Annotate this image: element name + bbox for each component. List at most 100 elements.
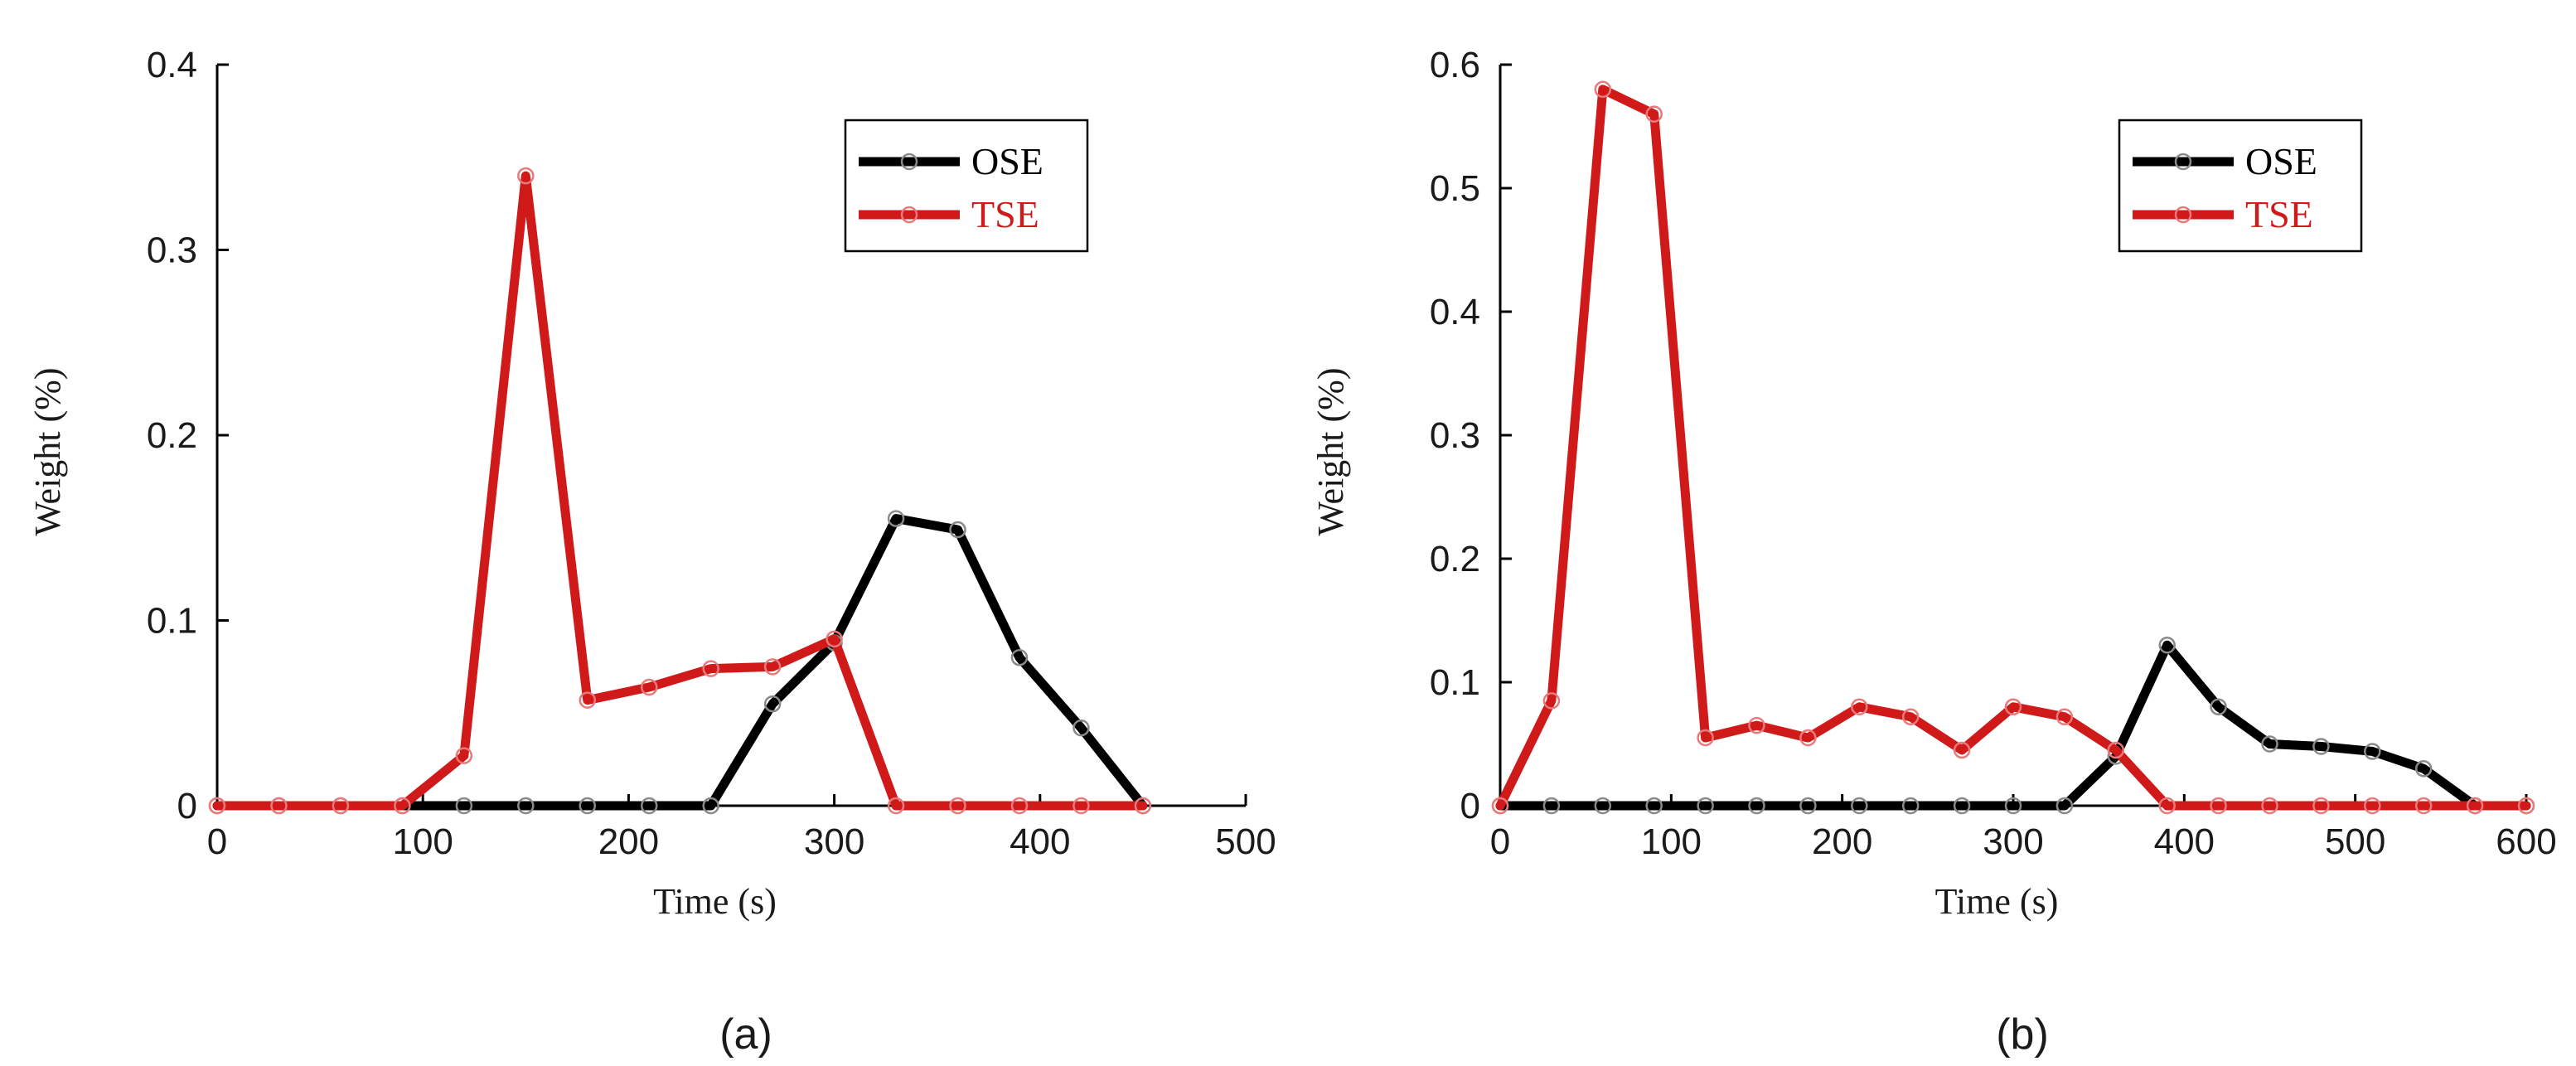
data-point-ose: [2004, 797, 2022, 815]
data-point-tse: [763, 658, 782, 676]
y-tick-label: 0.4: [147, 45, 197, 85]
legend-box: [844, 119, 1089, 253]
data-point-tse: [517, 167, 535, 185]
data-point-tse: [1542, 692, 1561, 710]
data-point-ose: [517, 797, 535, 815]
panel-label-b: (b): [1996, 1010, 2049, 1059]
data-point-tse: [2210, 797, 2227, 815]
x-tick-label: 400: [2154, 821, 2215, 862]
series-line-tse: [212, 171, 1148, 811]
data-point-ose: [1851, 797, 1868, 815]
x-tick-label: 100: [392, 821, 453, 862]
data-point-tse: [2466, 797, 2484, 815]
data-point-ose: [1645, 797, 1663, 815]
data-point-tse: [1134, 797, 1152, 815]
data-point-tse: [2517, 797, 2535, 815]
data-point-tse: [332, 797, 350, 815]
y-tick-label: 0.5: [1430, 168, 1480, 209]
data-point-ose: [2364, 743, 2381, 760]
panel-label-a: (a): [719, 1010, 772, 1059]
y-tick-label: 0.6: [1430, 45, 1480, 85]
data-point-ose: [1953, 797, 1971, 815]
data-point-tse: [270, 797, 288, 815]
data-point-tse: [887, 797, 905, 815]
data-point-tse: [2364, 797, 2381, 815]
data-point-tse: [1901, 708, 1920, 725]
x-tick-label: 200: [598, 821, 659, 862]
x-tick-label: 300: [804, 821, 864, 862]
data-point-ose: [455, 797, 473, 815]
data-point-ose: [1542, 797, 1561, 815]
legend-label-tse: TSE: [2245, 193, 2313, 235]
data-point-tse: [1953, 741, 1971, 759]
x-tick-label: 200: [1812, 821, 1872, 862]
data-point-ose: [2312, 738, 2330, 755]
data-point-ose: [1073, 719, 1090, 737]
data-point-tse: [208, 797, 226, 815]
legend: OSE TSE: [2118, 119, 2363, 253]
data-point-ose: [887, 510, 905, 527]
x-axis-title: Time (s): [1935, 881, 2059, 922]
data-point-tse: [1010, 797, 1029, 815]
data-point-ose: [1594, 797, 1612, 815]
x-tick-label: 500: [2325, 821, 2385, 862]
x-tick-label: 0: [207, 821, 227, 862]
y-tick-label: 0.4: [1430, 292, 1480, 332]
y-tick-label: 0.3: [1430, 415, 1480, 456]
y-tick-label: 0.2: [147, 415, 197, 456]
y-tick-label: 0.3: [147, 230, 197, 271]
data-point-tse: [702, 660, 719, 677]
chart-panel-a: 0 0.1 0.2 0.3 0.4 0 100 200 300 400 500 Time (s) Wei…: [27, 45, 1276, 1059]
data-point-ose: [2261, 735, 2278, 753]
data-point-ose: [1901, 797, 1920, 815]
data-point-ose: [1748, 797, 1765, 815]
data-point-ose: [949, 521, 966, 539]
data-point-ose: [702, 797, 719, 815]
x-tick-label: 400: [1010, 821, 1070, 862]
data-point-ose: [763, 695, 782, 713]
data-point-tse: [1491, 797, 1509, 815]
legend-marker: [900, 153, 918, 171]
data-point-ose: [2158, 637, 2176, 654]
y-tick-label: 0.1: [147, 601, 197, 642]
x-tick-label: 600: [2496, 821, 2556, 862]
data-point-ose: [2210, 698, 2227, 716]
y-axis-title: Weight (%): [1310, 368, 1351, 536]
data-point-ose: [1697, 797, 1714, 815]
y-axis-title: Weight (%): [27, 368, 68, 536]
x-tick-label: 0: [1490, 821, 1510, 862]
data-point-tse: [2312, 797, 2330, 815]
data-point-tse: [2261, 797, 2278, 815]
data-point-ose: [2414, 760, 2433, 778]
x-tick-label: 500: [1215, 821, 1276, 862]
data-point-tse: [1594, 80, 1612, 99]
legend-marker: [2174, 206, 2192, 224]
data-point-ose: [1010, 648, 1029, 666]
data-point-ose: [1799, 797, 1817, 815]
chart-panel-b: 0 0.1 0.2 0.3 0.4 0.5 0.6 0 100 200 300 400 500 600 Ti…: [1310, 45, 2557, 1059]
legend-label-tse: TSE: [971, 193, 1039, 235]
legend-box: [2118, 119, 2363, 253]
data-point-tse: [455, 747, 473, 764]
data-point-tse: [1073, 797, 1090, 815]
data-point-tse: [1748, 716, 1765, 734]
legend-label-ose: OSE: [971, 140, 1043, 182]
data-point-ose: [579, 797, 597, 815]
legend-marker: [900, 206, 918, 224]
data-point-tse: [2414, 797, 2433, 815]
data-point-tse: [2107, 741, 2125, 759]
series-line-ose: [1495, 640, 2531, 811]
data-point-tse: [1697, 729, 1714, 747]
legend: OSE TSE: [844, 119, 1089, 253]
data-point-tse: [949, 797, 966, 815]
y-tick-label: 0: [177, 786, 197, 826]
y-tick-label: 0.2: [1430, 539, 1480, 579]
data-point-ose: [2055, 797, 2074, 815]
y-tick-label: 0: [1460, 786, 1480, 826]
data-point-tse: [826, 630, 843, 648]
series-line-ose: [212, 514, 1148, 811]
data-point-tse: [640, 678, 658, 696]
x-tick-label: 300: [1983, 821, 2043, 862]
data-point-tse: [1799, 729, 1817, 747]
